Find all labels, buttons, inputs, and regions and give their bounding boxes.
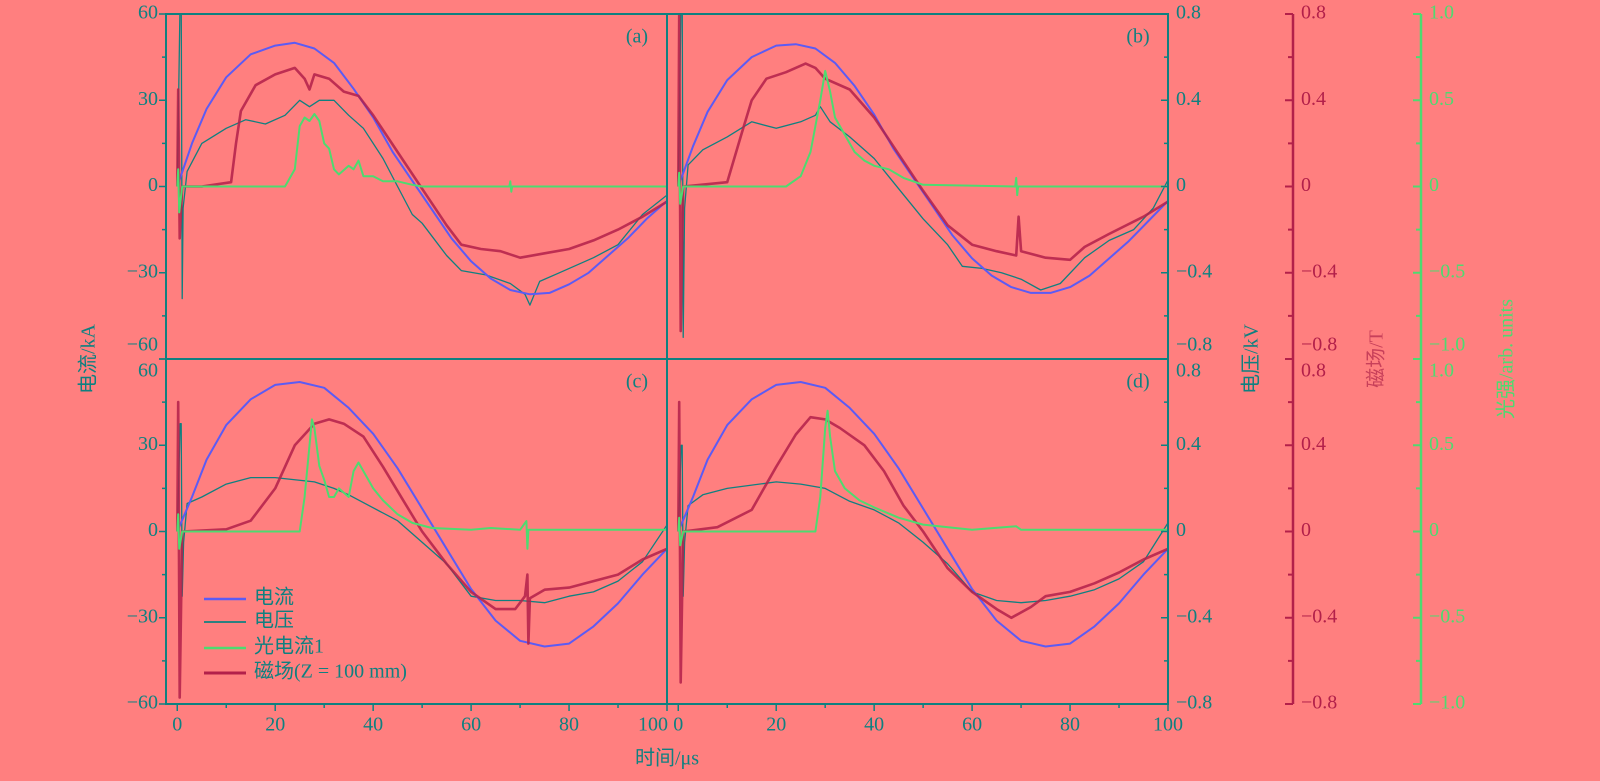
panel-label-a: (a) [626, 26, 648, 48]
x-tick-label: 40 [864, 714, 884, 736]
series-current-line-panel-d [677, 381, 1168, 648]
voltage-tick-label: 0 [1176, 174, 1186, 196]
light-tick-label: 0.5 [1429, 88, 1454, 110]
x-tick-label: 100 [638, 714, 668, 736]
voltage-tick-label: 0.8 [1176, 360, 1201, 382]
voltage-tick-label: 0.4 [1176, 88, 1201, 110]
current-tick-label: 30 [138, 433, 158, 455]
light-tick-label: −0.5 [1429, 260, 1465, 282]
legend-entry-current: 电流 [204, 586, 294, 609]
legend-entry-light: 光电流1 [204, 635, 324, 658]
x-tick-label: 80 [1060, 714, 1080, 736]
field-tick-label: 0.4 [1301, 433, 1326, 455]
legend-label: 电压 [254, 609, 294, 632]
series-light-line-panel-a [176, 113, 667, 214]
voltage-axis-title: 电压/kV [1240, 323, 1263, 394]
current-tick-label: −60 [127, 334, 158, 356]
x-tick-label: 100 [1153, 714, 1183, 736]
series-field-line-panel-a [176, 66, 667, 259]
field-axis-title: 磁场/T [1365, 330, 1388, 388]
panel-a-plot [176, 14, 667, 306]
x-tick-label: 60 [461, 714, 481, 736]
panel-b-plot [677, 14, 1168, 339]
legend-label: 电流 [254, 586, 294, 609]
series-light-line-panel-b [677, 69, 1168, 205]
x-tick-label: 0 [172, 714, 182, 736]
panel-label-c: (c) [626, 371, 648, 393]
axes-layer: (a) (b) (c) (d) 60 30 0 −30 −60 60 30 0 −30 −60 0 20 40 6… [77, 2, 1518, 770]
x-tick-label: 0 [673, 714, 683, 736]
light-tick-label: −0.5 [1429, 605, 1465, 627]
field-tick-label: −0.4 [1301, 605, 1337, 627]
current-tick-label: −30 [127, 260, 158, 282]
series-voltage-line-panel-d [677, 444, 1168, 604]
series-field-line-panel-d [677, 400, 1168, 684]
series-light-line-panel-d [677, 409, 1168, 547]
field-tick-label: −0.8 [1301, 692, 1337, 714]
panel-label-d: (d) [1126, 371, 1149, 393]
voltage-tick-label: 0 [1176, 519, 1186, 541]
x-tick-label: 40 [363, 714, 383, 736]
current-tick-label: 0 [148, 174, 158, 196]
field-tick-label: 0.4 [1301, 88, 1326, 110]
panel-c-plot [176, 381, 667, 699]
light-tick-label: −1.0 [1429, 334, 1465, 356]
x-tick-label: 20 [265, 714, 285, 736]
field-tick-label: −0.8 [1301, 334, 1337, 356]
x-tick-label: 60 [962, 714, 982, 736]
light-tick-label: −1.0 [1429, 692, 1465, 714]
light-axis-title: 光强/arb. units [1495, 299, 1518, 419]
panel-d-plot [677, 381, 1168, 684]
field-tick-label: 0.8 [1301, 360, 1326, 382]
x-tick-label: 20 [766, 714, 786, 736]
field-tick-label: 0 [1301, 519, 1311, 541]
series-light-line-panel-c [176, 418, 667, 550]
voltage-tick-label: −0.4 [1176, 605, 1212, 627]
field-tick-label: 0 [1301, 174, 1311, 196]
series-voltage-line-panel-a [176, 14, 667, 306]
panel-label-b: (b) [1126, 26, 1149, 48]
legend-label: 磁场(Z = 100 mm) [254, 660, 407, 683]
voltage-tick-label: 0.8 [1176, 2, 1201, 24]
series-field-line-panel-b [677, 14, 1168, 333]
series-voltage-line-panel-c [176, 423, 667, 604]
legend-entry-field: 磁场(Z = 100 mm) [204, 660, 407, 683]
series-current-line-panel-a [176, 41, 667, 296]
voltage-tick-label: −0.4 [1176, 260, 1212, 282]
current-tick-label: 0 [148, 519, 158, 541]
current-axis-title: 电流/kA [77, 323, 100, 394]
current-tick-label: −60 [127, 692, 158, 714]
light-tick-label: 1.0 [1429, 2, 1454, 24]
field-tick-label: −0.4 [1301, 260, 1337, 282]
x-axis-title: 时间/μs [635, 747, 699, 770]
current-tick-label: 30 [138, 88, 158, 110]
voltage-tick-label: 0.4 [1176, 433, 1201, 455]
light-tick-label: 0 [1429, 519, 1439, 541]
current-tick-label: −30 [127, 605, 158, 627]
legend-entry-voltage: 电压 [204, 609, 294, 632]
current-tick-label: 60 [138, 2, 158, 24]
legend-label: 光电流1 [254, 635, 324, 658]
series-current-line-panel-c [176, 381, 667, 648]
series-layer [176, 14, 1168, 699]
x-tick-label: 80 [559, 714, 579, 736]
series-field-line-panel-c [176, 400, 667, 699]
light-tick-label: 0 [1429, 174, 1439, 196]
series-voltage-line-panel-b [677, 14, 1168, 339]
light-tick-label: 1.0 [1429, 360, 1454, 382]
current-tick-label: 60 [138, 360, 158, 382]
field-tick-label: 0.8 [1301, 2, 1326, 24]
light-tick-label: 0.5 [1429, 433, 1454, 455]
voltage-tick-label: −0.8 [1176, 334, 1212, 356]
voltage-tick-label: −0.8 [1176, 692, 1212, 714]
